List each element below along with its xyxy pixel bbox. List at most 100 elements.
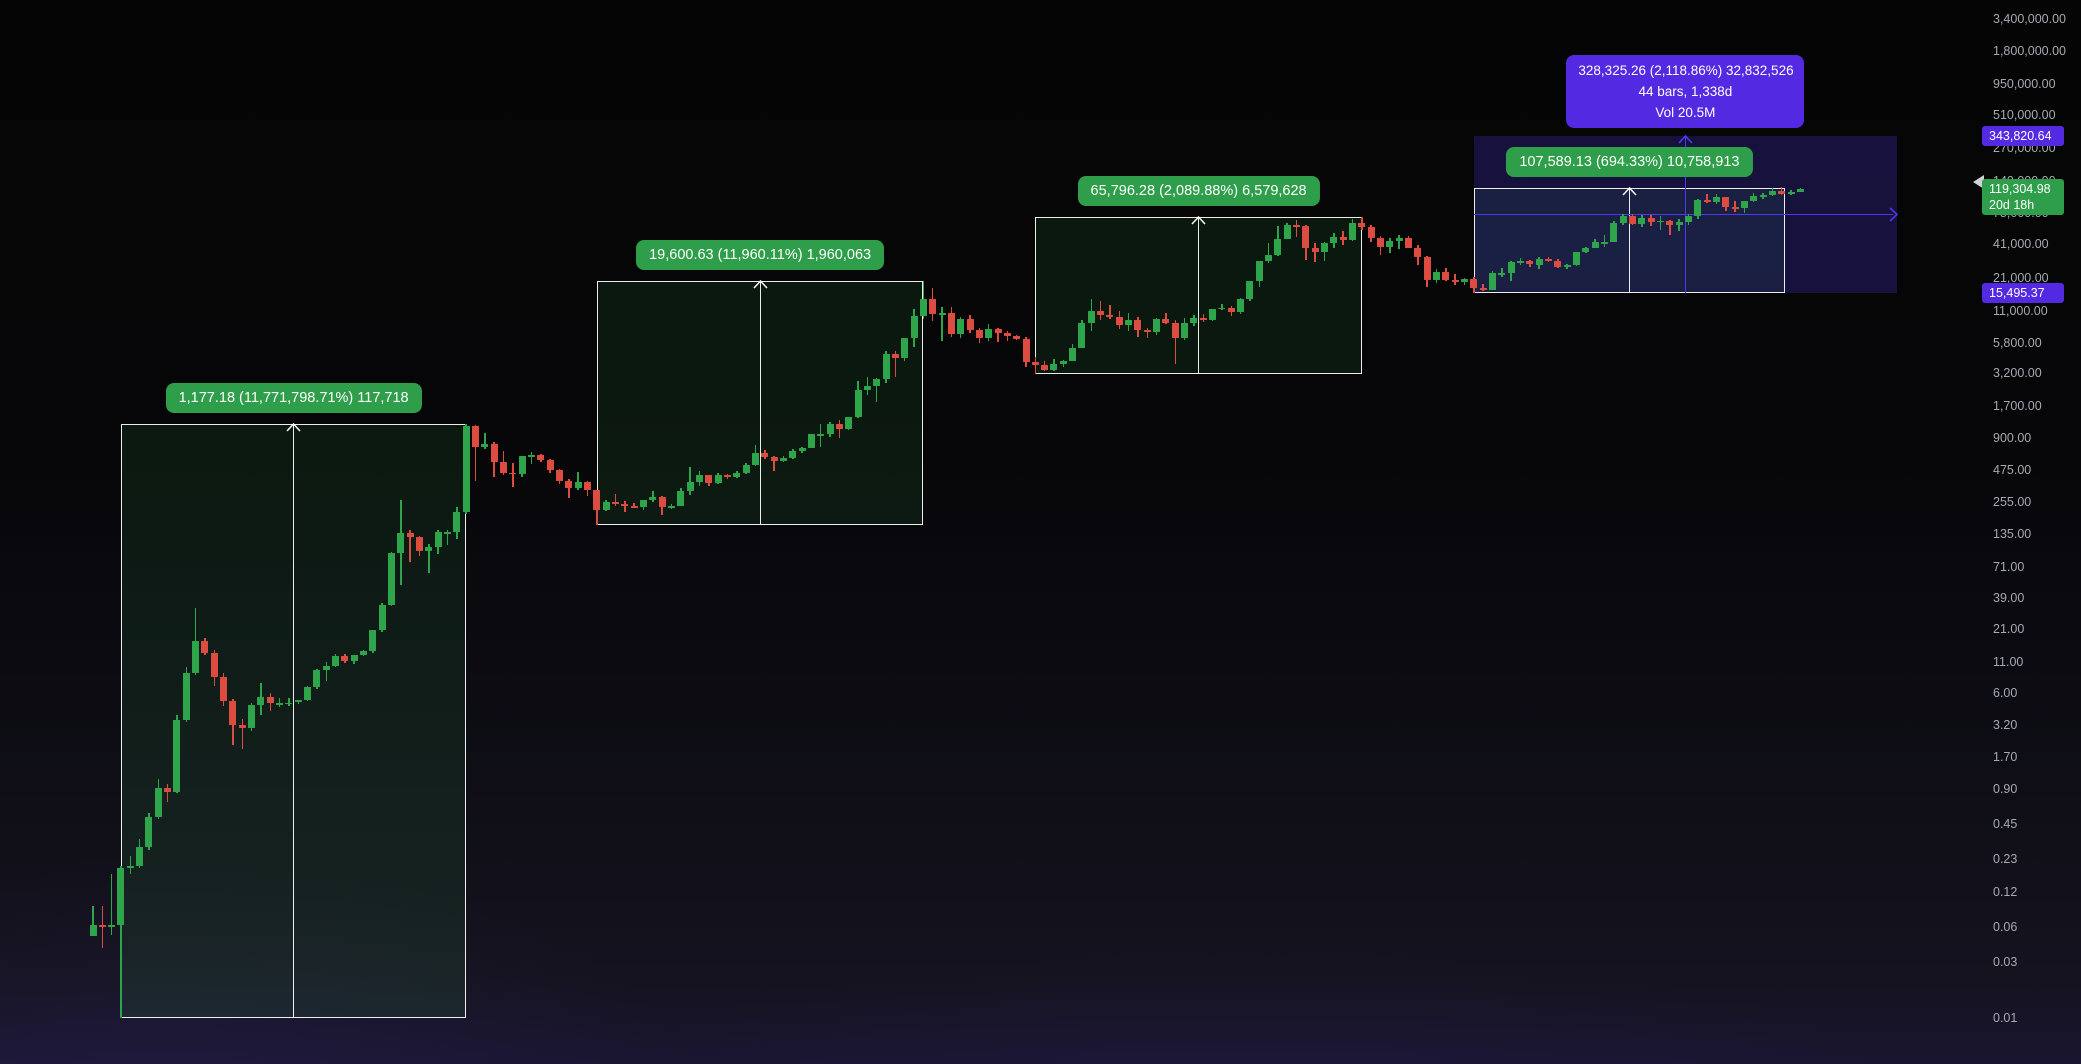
current-price-label: 119,304.98 20d 18h: [1982, 179, 2064, 216]
current-price-value: 119,304.98: [1989, 182, 2051, 197]
candle-wick: [1221, 304, 1223, 311]
candle: [891, 353, 899, 358]
candle: [276, 703, 284, 705]
price-range-label-4[interactable]: 107,589.13 (694.33%) 10,758,913: [1506, 146, 1753, 177]
candle: [779, 457, 787, 461]
candle: [1750, 196, 1758, 202]
price-tick: 21.00: [1993, 622, 2025, 636]
candle: [1610, 223, 1618, 242]
candle: [1582, 247, 1590, 253]
candle: [938, 313, 946, 316]
candle-wick: [1295, 220, 1298, 237]
candle: [602, 502, 610, 511]
candle: [1600, 241, 1608, 244]
candle: [1003, 333, 1011, 337]
candle: [1722, 197, 1730, 207]
price-tick: 0.23: [1993, 851, 2018, 866]
candle-wick: [652, 490, 654, 503]
candle-wick: [1146, 328, 1149, 338]
candle: [1050, 364, 1058, 370]
candle: [1013, 336, 1021, 339]
candle: [164, 788, 172, 792]
candle: [658, 496, 666, 508]
candle: [1703, 200, 1711, 202]
candle: [1796, 189, 1804, 192]
candle: [1302, 226, 1310, 249]
candle: [929, 298, 937, 315]
candle: [789, 450, 797, 458]
candle: [1106, 315, 1114, 318]
candle: [1433, 272, 1441, 281]
candle-wick: [866, 377, 869, 395]
candle: [154, 788, 162, 818]
price-tick: 475.00: [1993, 463, 2032, 478]
candle: [1339, 236, 1347, 241]
price-label-range-low: 15,495.37: [1982, 283, 2064, 304]
candle: [1367, 226, 1375, 238]
candle: [1684, 216, 1692, 222]
candle-wick: [530, 452, 533, 464]
candle: [630, 505, 638, 508]
price-tick: 1,800,000.00: [1993, 44, 2066, 59]
range-center-line: [1198, 217, 1200, 375]
candle: [1554, 260, 1562, 267]
candle: [1628, 215, 1636, 224]
price-range-label-2[interactable]: 19,600.63 (11,960.11%) 1,960,063: [636, 239, 885, 270]
candle: [126, 865, 134, 869]
candle-wick: [1165, 312, 1167, 325]
candle-wick: [1267, 242, 1270, 263]
price-tick: 3,400,000.00: [1993, 12, 2066, 26]
candle: [294, 699, 302, 703]
candle: [798, 447, 806, 451]
candle: [1414, 247, 1422, 257]
candle-wick: [689, 467, 691, 495]
candle: [1125, 319, 1133, 325]
range-center-line: [759, 280, 761, 525]
candle: [145, 817, 153, 847]
price-range-label-1[interactable]: 1,177.18 (11,771,798.71%) 117,718: [165, 383, 422, 414]
candle: [528, 455, 535, 458]
up-arrow-icon: [752, 279, 769, 301]
candle-wick: [997, 328, 999, 343]
candle-wick: [773, 456, 775, 472]
price-tick: 900.00: [1993, 430, 2032, 445]
candle: [136, 846, 144, 866]
price-tick: 5,800.00: [1993, 336, 2042, 351]
candle: [304, 687, 312, 700]
up-arrow-icon: [1677, 134, 1694, 156]
range-horizontal-line: [1473, 213, 1893, 215]
candle: [173, 720, 181, 792]
candle: [1377, 237, 1385, 247]
candle: [1022, 338, 1030, 362]
candle: [1442, 272, 1450, 281]
candle-wick: [577, 472, 579, 491]
candle: [1489, 272, 1496, 290]
candle: [574, 482, 582, 488]
candle-wick: [1482, 284, 1484, 291]
candle-wick: [409, 530, 411, 562]
candle: [210, 653, 218, 677]
candle: [108, 925, 116, 928]
price-tick: 0.90: [1993, 782, 2018, 797]
candle: [994, 328, 1002, 334]
price-range-label-3[interactable]: 65,796.28 (2,089.88%) 6,579,628: [1077, 176, 1320, 207]
candle-wick: [129, 856, 132, 874]
candle: [1619, 215, 1627, 224]
price-tick: 0.12: [1993, 884, 2018, 899]
bar-countdown: 20d 18h: [1989, 198, 2035, 213]
candle: [1759, 194, 1767, 197]
candle: [1041, 365, 1049, 370]
candle-wick: [1706, 194, 1708, 204]
candle: [266, 697, 274, 703]
candle: [397, 532, 405, 554]
price-tick: 39.00: [1993, 590, 2025, 605]
candle: [1209, 308, 1217, 320]
price-tick: 6.00: [1993, 685, 2018, 700]
candle: [966, 319, 974, 331]
candle: [919, 298, 927, 316]
candle: [854, 390, 862, 418]
candle: [807, 434, 815, 448]
candle-wick: [624, 500, 626, 512]
candle: [1255, 261, 1263, 281]
